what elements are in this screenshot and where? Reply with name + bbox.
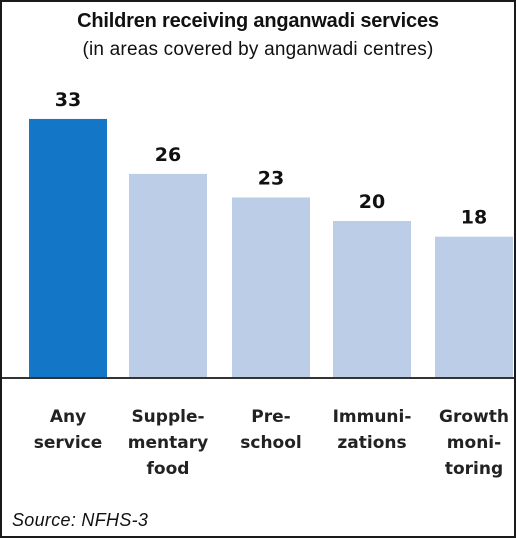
category-label: Immuni-zations <box>333 407 412 453</box>
bar-value-label: 26 <box>155 144 181 166</box>
category-labels-group: Any service Supple-mentary food Pre-school Im… <box>34 407 509 479</box>
category-label-line: Pre- <box>251 407 290 427</box>
category-label-line: Supple- <box>131 407 204 427</box>
bar-value-label: 18 <box>461 207 487 229</box>
bar-3 <box>232 197 310 378</box>
category-label-line: mentary <box>128 433 208 453</box>
bar-2 <box>129 173 207 378</box>
bar-value-label: 33 <box>55 89 81 111</box>
category-label-line: school <box>240 433 301 453</box>
bar-5 <box>435 236 513 378</box>
category-label-line: Immuni- <box>333 407 412 427</box>
bar-1 <box>29 118 107 378</box>
category-label-line: toring <box>445 459 503 479</box>
source-note: Source: NFHS-3 <box>12 510 149 530</box>
chart-title: Children receiving anganwadi services <box>77 10 439 32</box>
category-label: Any service <box>34 407 103 453</box>
bar-value-label: 23 <box>258 167 284 189</box>
category-label-line: food <box>147 459 190 479</box>
category-label-line: service <box>34 433 103 453</box>
category-label-line: zations <box>337 433 406 453</box>
category-label: Pre-school <box>240 407 301 453</box>
bar-4 <box>333 221 411 378</box>
category-label-line: Any <box>50 407 86 427</box>
category-label: Growth moni-toring <box>439 407 509 479</box>
category-label: Supple-mentary food <box>128 407 208 479</box>
bars-group <box>29 118 513 378</box>
bar-value-label: 20 <box>359 191 385 213</box>
category-label-line: Growth <box>439 407 509 427</box>
value-labels-group: 33 26 23 20 18 <box>55 89 487 229</box>
category-label-line: moni- <box>447 433 501 453</box>
chart-subtitle: (in areas covered by anganwadi centres) <box>82 39 434 60</box>
